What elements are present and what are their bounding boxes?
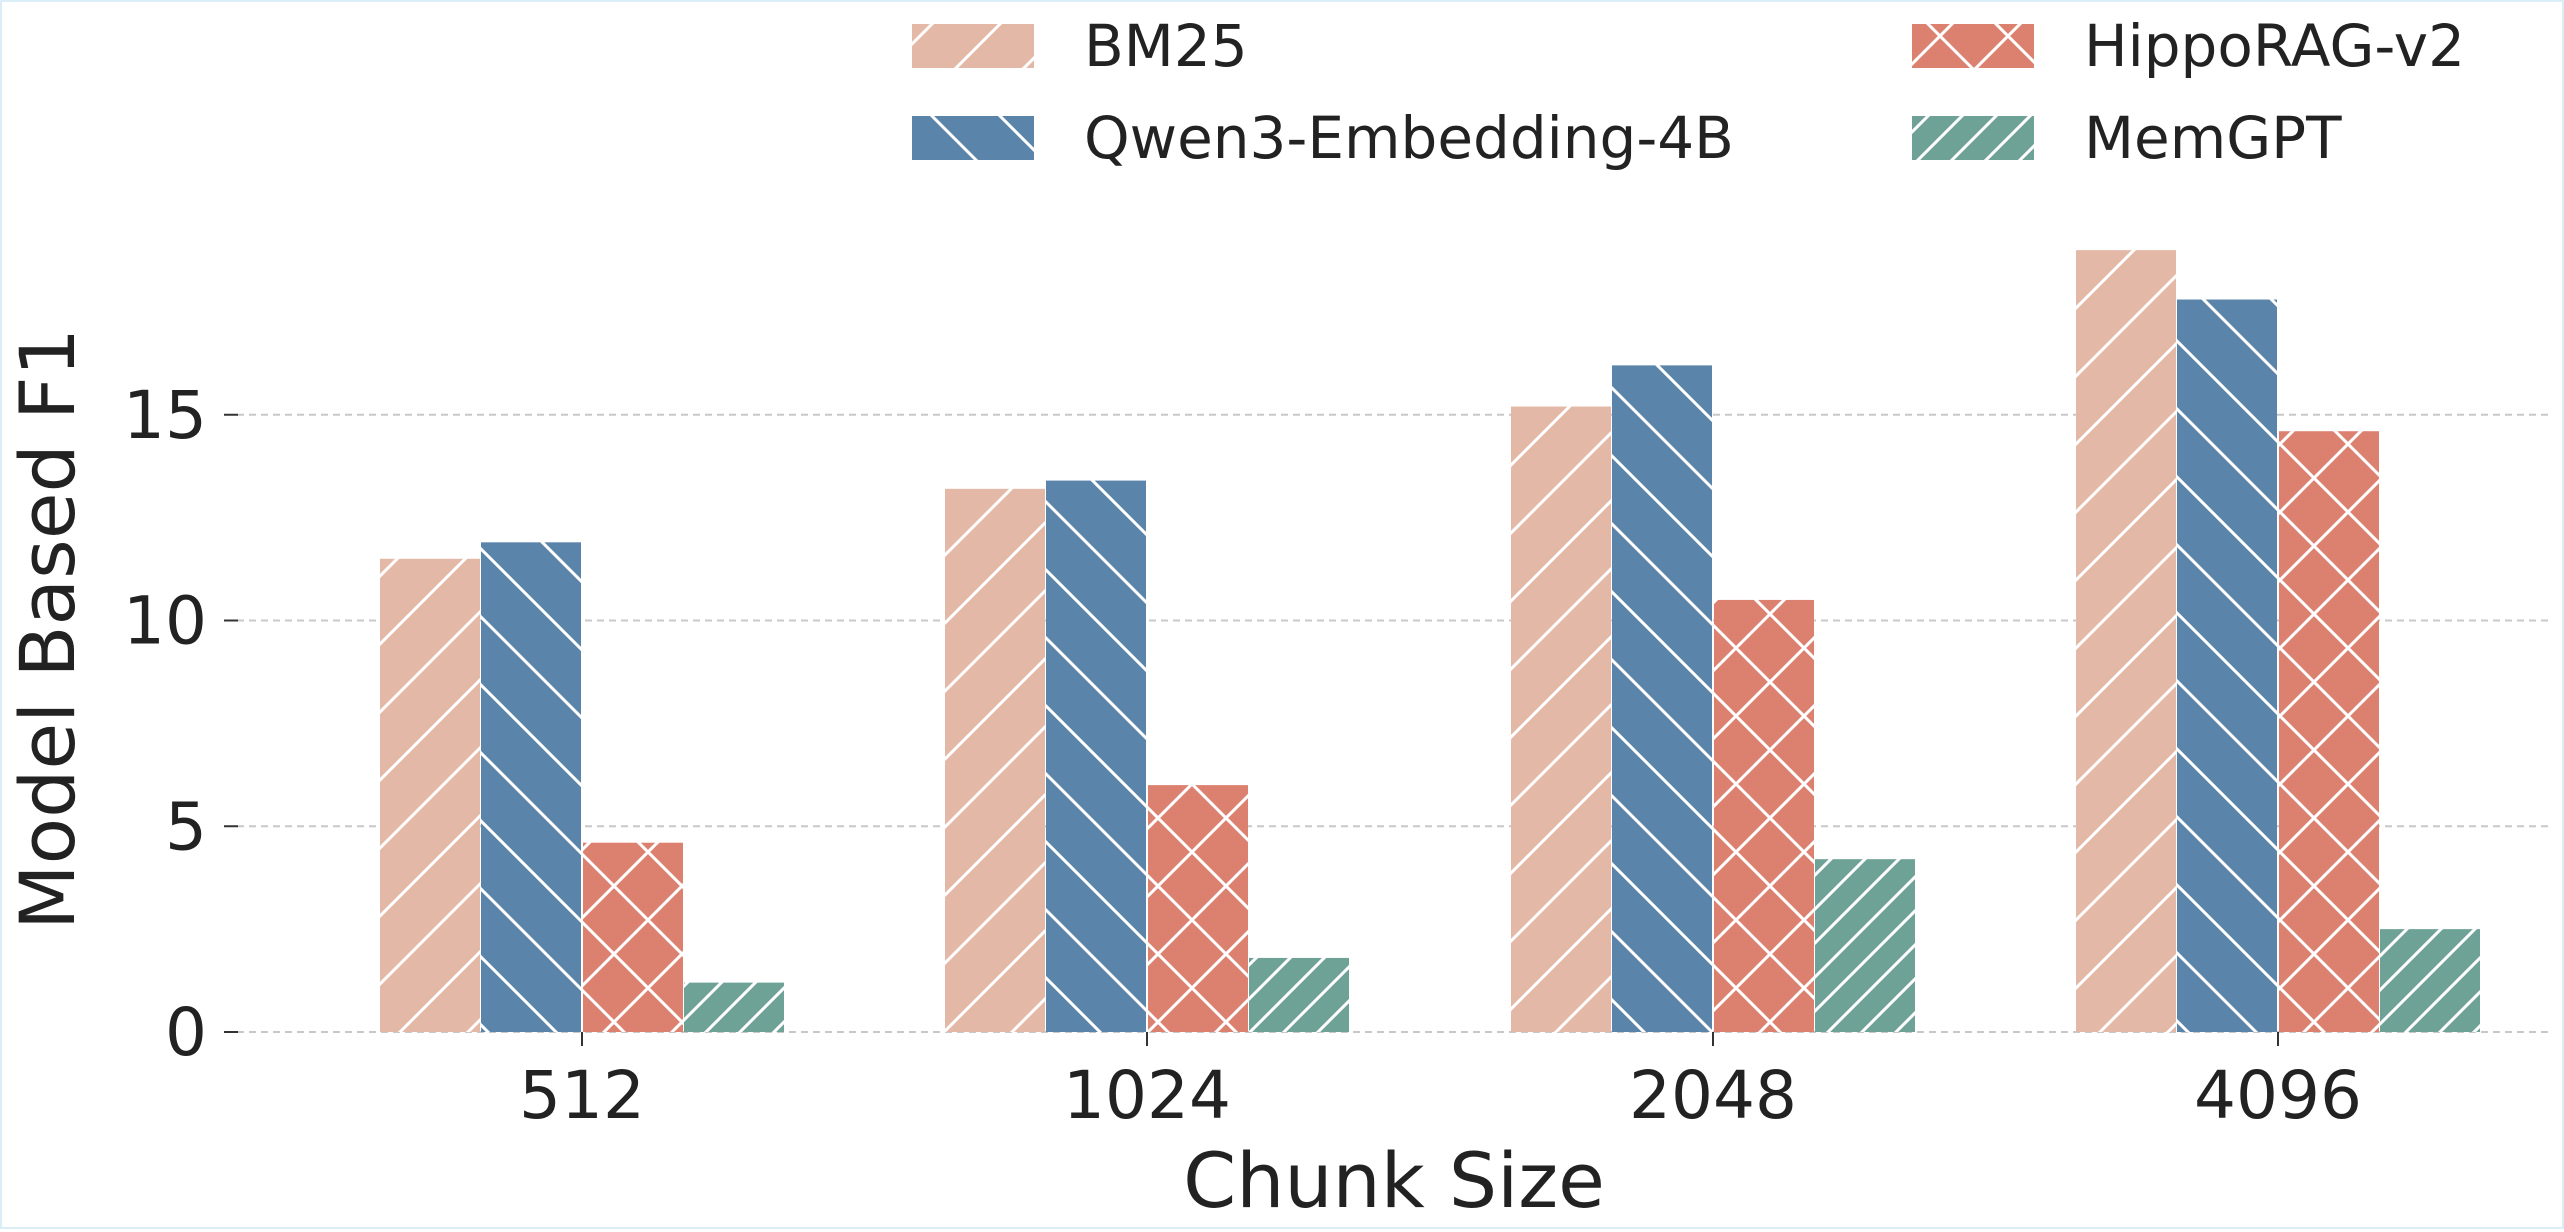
x-axis-ticks: 512 1024 2048 4096: [519, 1032, 2362, 1134]
x-tick-label-1024: 1024: [1063, 1057, 1231, 1134]
bar-hipporag-v2-4096: [2279, 431, 2379, 1033]
legend-label-memgpt: MemGPT: [2084, 104, 2342, 172]
legend: BM25 HippoRAG-v2 Qwen3-Embedding-4B MemGPT: [912, 12, 2465, 172]
bar-memgpt-1024: [1249, 957, 1349, 1032]
bar-memgpt-4096: [2380, 929, 2480, 1032]
x-tick-label-2048: 2048: [1629, 1057, 1797, 1134]
y-axis-title: Model Based F1: [3, 328, 92, 930]
y-tick-label-5: 5: [165, 788, 207, 865]
legend-label-qwen3-embedding-4b: Qwen3-Embedding-4B: [1084, 104, 1734, 172]
legend-swatch-hipporag-v2: [1912, 24, 2034, 68]
bar-hipporag-v2-512: [583, 842, 683, 1032]
bar-memgpt-2048: [1815, 859, 1915, 1032]
bar-bm25-512: [380, 558, 480, 1032]
x-tick-label-4096: 4096: [2194, 1057, 2362, 1134]
bar-bm25-1024: [945, 488, 1045, 1032]
x-axis-title: Chunk Size: [1183, 1136, 1605, 1225]
bar-hipporag-v2-2048: [1714, 599, 1814, 1032]
bar-memgpt-512: [684, 982, 784, 1032]
bar-bm25-2048: [1511, 406, 1611, 1032]
bar-qwen3-embedding-4b-4096: [2177, 299, 2277, 1032]
legend-label-hipporag-v2: HippoRAG-v2: [2084, 12, 2465, 80]
legend-swatch-qwen3-embedding-4b: [912, 116, 1034, 160]
x-tick-label-512: 512: [519, 1057, 645, 1134]
legend-label-bm25: BM25: [1084, 12, 1248, 80]
bar-hipporag-v2-1024: [1148, 785, 1248, 1032]
legend-swatch-memgpt: [1912, 116, 2034, 160]
bars: [380, 250, 2480, 1033]
y-tick-label-15: 15: [123, 377, 207, 454]
y-tick-label-0: 0: [165, 994, 207, 1071]
legend-swatch-bm25: [912, 24, 1034, 68]
bar-qwen3-embedding-4b-2048: [1612, 365, 1712, 1032]
y-tick-label-10: 10: [123, 583, 207, 660]
bar-qwen3-embedding-4b-512: [481, 542, 581, 1032]
bar-qwen3-embedding-4b-1024: [1046, 480, 1146, 1033]
y-axis-ticks: 0 5 10 15: [123, 377, 238, 1071]
bar-bm25-4096: [2076, 250, 2176, 1032]
